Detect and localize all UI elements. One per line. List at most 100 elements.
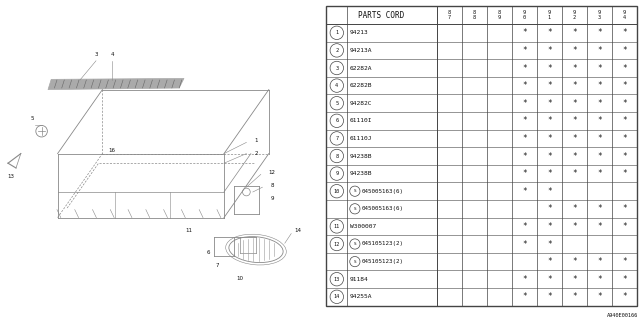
Text: 10: 10 <box>237 276 243 281</box>
Text: 94213: 94213 <box>349 30 369 35</box>
Text: *: * <box>547 187 552 196</box>
Text: *: * <box>597 46 602 55</box>
Text: *: * <box>597 81 602 90</box>
Text: 9
1: 9 1 <box>548 10 551 20</box>
Text: *: * <box>622 292 627 301</box>
Text: 11: 11 <box>333 224 340 229</box>
Text: *: * <box>522 222 527 231</box>
Text: *: * <box>522 151 527 161</box>
Text: *: * <box>547 169 552 178</box>
Text: 12: 12 <box>333 242 340 246</box>
Text: *: * <box>572 28 577 37</box>
Text: *: * <box>597 99 602 108</box>
Text: *: * <box>522 187 527 196</box>
Text: 5: 5 <box>335 101 339 106</box>
Text: *: * <box>547 204 552 213</box>
Text: *: * <box>547 63 552 73</box>
Text: *: * <box>597 257 602 266</box>
Text: PARTS CORD: PARTS CORD <box>358 11 404 20</box>
Text: 045105123(2): 045105123(2) <box>362 242 404 246</box>
Text: *: * <box>622 222 627 231</box>
Text: 4: 4 <box>335 83 339 88</box>
Text: 10: 10 <box>333 189 340 194</box>
Text: 045005163(6): 045005163(6) <box>362 206 404 211</box>
Text: *: * <box>597 63 602 73</box>
Text: *: * <box>572 275 577 284</box>
Text: *: * <box>572 63 577 73</box>
Text: *: * <box>547 81 552 90</box>
Text: *: * <box>622 81 627 90</box>
Text: 2: 2 <box>335 48 339 53</box>
Text: *: * <box>597 134 602 143</box>
Text: 8
7: 8 7 <box>448 10 451 20</box>
Text: *: * <box>547 134 552 143</box>
Text: *: * <box>622 257 627 266</box>
Text: *: * <box>572 116 577 125</box>
Text: *: * <box>522 292 527 301</box>
Text: 8
8: 8 8 <box>473 10 476 20</box>
Text: 9: 9 <box>270 196 274 201</box>
Text: *: * <box>547 257 552 266</box>
Text: 1: 1 <box>254 138 258 143</box>
Text: *: * <box>597 222 602 231</box>
Text: 91184: 91184 <box>349 277 369 282</box>
Text: *: * <box>547 222 552 231</box>
Text: *: * <box>522 134 527 143</box>
Text: *: * <box>522 99 527 108</box>
Text: 9
3: 9 3 <box>598 10 601 20</box>
Text: 3: 3 <box>335 66 339 70</box>
Text: *: * <box>622 204 627 213</box>
Text: *: * <box>547 46 552 55</box>
Text: 7: 7 <box>335 136 339 141</box>
Text: *: * <box>547 292 552 301</box>
Text: 3: 3 <box>94 52 98 57</box>
Text: *: * <box>597 116 602 125</box>
Text: 14: 14 <box>294 228 301 233</box>
Text: 9
2: 9 2 <box>573 10 576 20</box>
Text: *: * <box>522 116 527 125</box>
Text: *: * <box>572 46 577 55</box>
Text: 13: 13 <box>8 173 15 179</box>
Text: 6: 6 <box>335 118 339 123</box>
Text: 2: 2 <box>254 151 258 156</box>
Text: 045005163(6): 045005163(6) <box>362 189 404 194</box>
Text: *: * <box>572 222 577 231</box>
Text: S: S <box>353 189 356 193</box>
Text: *: * <box>597 169 602 178</box>
Text: 9
0: 9 0 <box>523 10 526 20</box>
Text: *: * <box>572 169 577 178</box>
Text: *: * <box>572 204 577 213</box>
Text: *: * <box>547 116 552 125</box>
Text: 5: 5 <box>30 116 34 121</box>
Text: 94238B: 94238B <box>349 171 372 176</box>
Text: 045105123(2): 045105123(2) <box>362 259 404 264</box>
Text: *: * <box>597 151 602 161</box>
Text: 62282A: 62282A <box>349 66 372 70</box>
Text: *: * <box>597 204 602 213</box>
Text: *: * <box>622 46 627 55</box>
Text: *: * <box>622 169 627 178</box>
Text: *: * <box>572 257 577 266</box>
Text: *: * <box>622 134 627 143</box>
Text: 94213A: 94213A <box>349 48 372 53</box>
Text: 61110I: 61110I <box>349 118 372 123</box>
Text: *: * <box>622 28 627 37</box>
Text: *: * <box>572 151 577 161</box>
Text: 8
9: 8 9 <box>498 10 501 20</box>
Text: 62282B: 62282B <box>349 83 372 88</box>
Text: *: * <box>547 28 552 37</box>
Text: 7: 7 <box>216 263 220 268</box>
Text: *: * <box>622 116 627 125</box>
Text: *: * <box>547 275 552 284</box>
Text: 94255A: 94255A <box>349 294 372 299</box>
Text: 94282C: 94282C <box>349 101 372 106</box>
Text: 11: 11 <box>186 228 192 233</box>
Text: *: * <box>547 151 552 161</box>
Text: 9: 9 <box>335 171 339 176</box>
Text: *: * <box>572 292 577 301</box>
Text: *: * <box>597 28 602 37</box>
Text: S: S <box>353 207 356 211</box>
Text: *: * <box>622 275 627 284</box>
Text: 8: 8 <box>270 183 274 188</box>
Text: 4: 4 <box>110 52 114 57</box>
